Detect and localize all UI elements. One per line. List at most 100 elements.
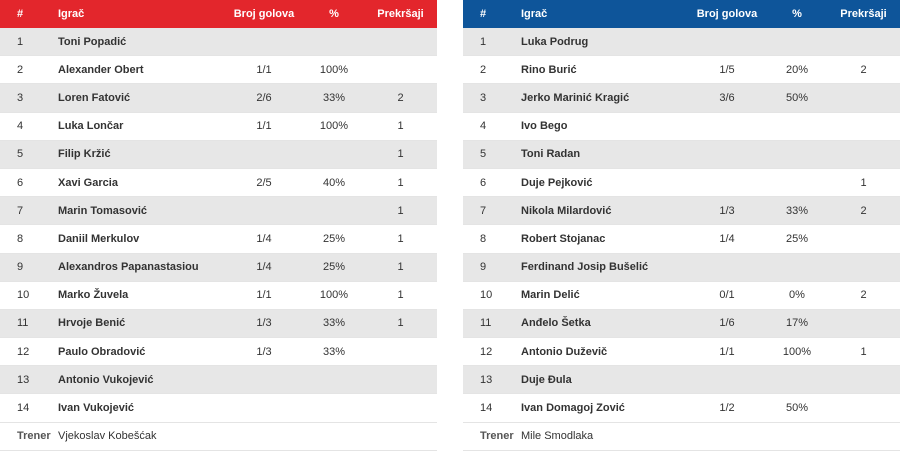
player-goals: 2/5 — [256, 176, 272, 189]
player-name: Ivan Domagoj Zović — [521, 402, 625, 415]
player-fouls: 2 — [860, 63, 867, 76]
player-fouls: 1 — [397, 176, 404, 189]
player-number: 8 — [480, 232, 487, 245]
header-player[interactable]: Igrač — [58, 8, 85, 20]
player-goals: 1/4 — [719, 232, 735, 245]
header-percent[interactable]: % — [329, 8, 339, 20]
player-percent: 33% — [785, 204, 809, 217]
right-team-stats-table: # Igrač Broj golova % Prekršaji 1 Luka Po… — [463, 0, 900, 451]
player-name: Marko Žuvela — [58, 289, 129, 302]
table-row: 6 Duje Pejković 1 — [463, 169, 900, 198]
player-number: 9 — [17, 261, 24, 274]
header-number[interactable]: # — [17, 8, 24, 20]
player-name: Ferdinand Josip Bušelić — [521, 261, 649, 274]
player-name: Luka Podrug — [521, 35, 589, 48]
player-number: 1 — [480, 35, 487, 48]
player-number: 12 — [480, 345, 493, 358]
player-name: Antonio Vukojević — [58, 373, 154, 386]
left-team-stats-table: # Igrač Broj golova % Prekršaji 1 Toni Po… — [0, 0, 437, 451]
table-row: 7 Marin Tomasović 1 — [0, 197, 437, 226]
player-name: Nikola Milardović — [521, 204, 612, 217]
player-number: 6 — [17, 176, 24, 189]
player-number: 1 — [17, 35, 24, 48]
player-percent: 33% — [322, 317, 346, 330]
player-goals: 0/1 — [719, 289, 735, 302]
player-number: 2 — [17, 63, 24, 76]
table-row: 3 Jerko Marinić Kragić 3/6 50% — [463, 84, 900, 113]
player-name: Duje Pejković — [521, 176, 593, 189]
player-number: 14 — [17, 402, 30, 415]
table-row: 1 Toni Popadić — [0, 28, 437, 57]
player-percent: 25% — [322, 232, 346, 245]
player-name: Marin Tomasović — [58, 204, 148, 217]
player-name: Hrvoje Benić — [58, 317, 126, 330]
player-name: Anđelo Šetka — [521, 317, 591, 330]
player-goals: 1/3 — [256, 317, 272, 330]
player-number: 9 — [480, 261, 487, 274]
player-fouls: 1 — [397, 261, 404, 274]
player-fouls: 1 — [397, 148, 404, 161]
table-row: 14 Ivan Domagoj Zović 1/2 50% — [463, 394, 900, 423]
table-row: 8 Daniil Merkulov 1/4 25% 1 — [0, 225, 437, 254]
player-percent: 100% — [782, 345, 812, 358]
player-goals: 3/6 — [719, 91, 735, 104]
player-number: 7 — [480, 204, 487, 217]
player-goals: 1/4 — [256, 261, 272, 274]
table-row: 3 Loren Fatović 2/6 33% 2 — [0, 84, 437, 113]
table-header: # Igrač Broj golova % Prekršaji — [0, 0, 437, 28]
table-row: 4 Ivo Bego — [463, 113, 900, 141]
player-number: 10 — [480, 289, 493, 302]
player-goals: 1/1 — [719, 345, 735, 358]
player-percent: 50% — [785, 402, 809, 415]
player-number: 11 — [480, 317, 492, 330]
player-name: Duje Đula — [521, 373, 572, 386]
player-name: Luka Lončar — [58, 120, 124, 133]
player-name: Ivan Vukojević — [58, 402, 135, 415]
player-percent: 0% — [789, 289, 805, 302]
player-goals: 1/3 — [719, 204, 735, 217]
header-number[interactable]: # — [480, 8, 487, 20]
left-rows: 1 Toni Popadić 2 Alexander Obert 1/1 100% 3 Lor… — [0, 28, 437, 423]
table-row: 2 Rino Burić 1/5 20% 2 — [463, 56, 900, 85]
header-goals[interactable]: Broj golova — [233, 8, 295, 20]
player-fouls: 1 — [860, 345, 867, 358]
coach-row: Trener Mile Smodlaka — [463, 423, 900, 451]
player-goals: 2/6 — [256, 91, 272, 104]
player-name: Rino Burić — [521, 63, 577, 76]
header-fouls[interactable]: Prekršaji — [840, 8, 887, 20]
player-number: 14 — [480, 402, 493, 415]
player-fouls: 2 — [860, 289, 867, 302]
player-number: 12 — [17, 345, 30, 358]
player-goals: 1/4 — [256, 232, 272, 245]
table-row: 7 Nikola Milardović 1/3 33% 2 — [463, 197, 900, 226]
player-name: Daniil Merkulov — [58, 232, 140, 245]
player-number: 3 — [17, 91, 24, 104]
player-name: Paulo Obradović — [58, 345, 146, 358]
player-number: 13 — [480, 373, 493, 386]
player-fouls: 2 — [860, 204, 867, 217]
player-percent: 33% — [322, 345, 346, 358]
player-number: 5 — [17, 148, 24, 161]
player-number: 3 — [480, 91, 487, 104]
player-percent: 40% — [322, 176, 346, 189]
table-row: 9 Alexandros Papanastasiou 1/4 25% 1 — [0, 253, 437, 282]
player-fouls: 1 — [397, 232, 404, 245]
table-row: 14 Ivan Vukojević — [0, 394, 437, 423]
header-player[interactable]: Igrač — [521, 8, 548, 20]
player-percent: 20% — [785, 63, 809, 76]
player-number: 8 — [17, 232, 24, 245]
header-percent[interactable]: % — [792, 8, 802, 20]
player-goals: 1/1 — [256, 289, 272, 302]
player-fouls: 2 — [397, 91, 404, 104]
player-name: Xavi Garcia — [58, 176, 118, 189]
player-number: 6 — [480, 176, 487, 189]
table-row: 10 Marko Žuvela 1/1 100% 1 — [0, 282, 437, 310]
coach-row: Trener Vjekoslav Kobešćak — [0, 423, 437, 451]
player-number: 4 — [480, 120, 487, 133]
header-goals[interactable]: Broj golova — [696, 8, 758, 20]
player-number: 11 — [17, 317, 29, 330]
player-percent: 50% — [785, 91, 809, 104]
player-fouls: 1 — [397, 120, 404, 133]
header-fouls[interactable]: Prekršaji — [377, 8, 424, 20]
player-goals: 1/2 — [719, 402, 735, 415]
